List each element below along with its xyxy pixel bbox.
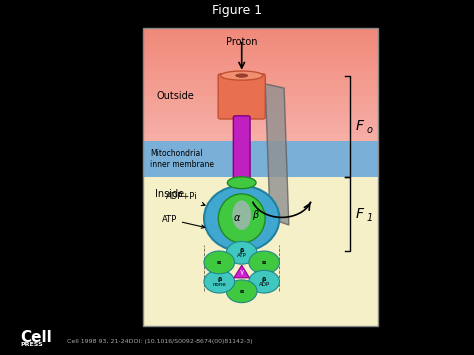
Text: o: o xyxy=(366,125,373,135)
Text: α: α xyxy=(217,260,221,265)
Polygon shape xyxy=(143,58,378,66)
Text: ADP+Pi: ADP+Pi xyxy=(166,192,205,206)
FancyBboxPatch shape xyxy=(218,74,265,119)
Polygon shape xyxy=(143,28,378,141)
Text: ATP: ATP xyxy=(237,253,246,258)
Text: 1: 1 xyxy=(366,213,373,223)
Polygon shape xyxy=(143,119,378,126)
Text: Proton: Proton xyxy=(226,37,257,47)
Text: β: β xyxy=(262,277,266,282)
Polygon shape xyxy=(143,177,378,326)
Text: β: β xyxy=(239,248,244,253)
Text: α: α xyxy=(262,260,266,265)
Circle shape xyxy=(249,270,280,293)
FancyBboxPatch shape xyxy=(233,116,250,187)
Circle shape xyxy=(227,241,257,264)
Text: F: F xyxy=(356,119,364,133)
Text: F: F xyxy=(356,207,364,221)
Text: β: β xyxy=(217,277,221,282)
Ellipse shape xyxy=(228,177,256,189)
Ellipse shape xyxy=(220,71,263,80)
Text: Cell: Cell xyxy=(20,331,52,345)
Ellipse shape xyxy=(232,201,251,230)
Polygon shape xyxy=(143,133,378,141)
Polygon shape xyxy=(143,96,378,103)
Text: α: α xyxy=(239,289,244,294)
Polygon shape xyxy=(238,117,245,213)
Polygon shape xyxy=(143,50,378,58)
Bar xyxy=(143,28,378,326)
Polygon shape xyxy=(143,88,378,96)
Polygon shape xyxy=(143,36,378,43)
Polygon shape xyxy=(143,73,378,81)
Circle shape xyxy=(249,251,280,274)
Text: Inside: Inside xyxy=(155,189,183,199)
Circle shape xyxy=(227,280,257,303)
Polygon shape xyxy=(143,66,378,73)
Text: Figure 1: Figure 1 xyxy=(212,5,262,17)
Ellipse shape xyxy=(236,74,247,77)
Polygon shape xyxy=(143,103,378,111)
Text: PRESS: PRESS xyxy=(20,342,43,347)
Text: none: none xyxy=(212,282,226,287)
Circle shape xyxy=(204,270,235,293)
Polygon shape xyxy=(265,84,289,225)
Text: Mitochondrial
inner membrane: Mitochondrial inner membrane xyxy=(150,149,214,169)
Ellipse shape xyxy=(219,194,265,243)
Polygon shape xyxy=(234,265,249,278)
Circle shape xyxy=(204,251,235,274)
Text: ATP: ATP xyxy=(162,215,205,228)
Polygon shape xyxy=(143,81,378,88)
Polygon shape xyxy=(143,43,378,50)
Text: $\beta$: $\beta$ xyxy=(252,208,260,222)
Text: Outside: Outside xyxy=(157,91,195,101)
Polygon shape xyxy=(143,111,378,119)
Polygon shape xyxy=(143,126,378,133)
Polygon shape xyxy=(143,141,378,177)
Text: Cell 1998 93, 21-24DOI: (10.1016/S0092-8674(00)81142-3): Cell 1998 93, 21-24DOI: (10.1016/S0092-8… xyxy=(67,339,253,344)
Ellipse shape xyxy=(204,186,279,251)
Text: ADP: ADP xyxy=(258,282,270,287)
Text: γ: γ xyxy=(240,269,244,275)
Text: $\alpha$: $\alpha$ xyxy=(233,213,241,223)
